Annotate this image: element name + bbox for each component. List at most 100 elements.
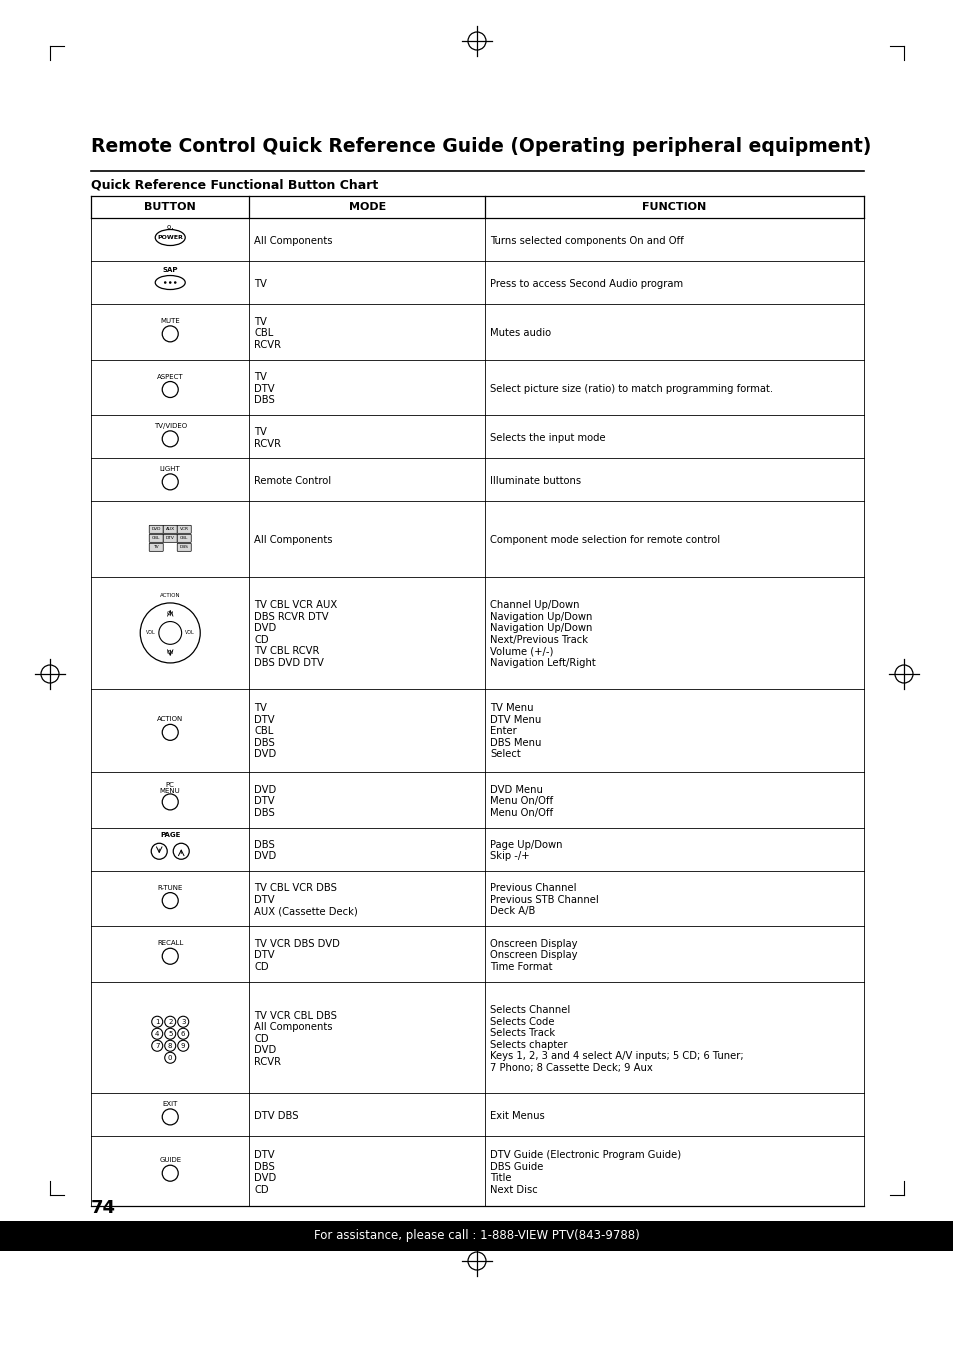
Text: CBL: CBL — [254, 328, 274, 338]
Text: POWER: POWER — [157, 235, 183, 240]
Text: Menu On/Off: Menu On/Off — [490, 796, 553, 807]
Text: 4: 4 — [155, 1031, 159, 1036]
Circle shape — [169, 281, 172, 284]
Text: RCVR: RCVR — [254, 439, 281, 449]
Text: 2: 2 — [168, 1019, 172, 1025]
Text: Select picture size (ratio) to match programming format.: Select picture size (ratio) to match pro… — [490, 384, 773, 393]
Text: DTV: DTV — [254, 1150, 274, 1161]
FancyBboxPatch shape — [177, 526, 191, 534]
Text: o: o — [167, 223, 172, 230]
Text: 8: 8 — [168, 1043, 172, 1048]
Text: GUIDE: GUIDE — [159, 1158, 181, 1163]
Text: CBL: CBL — [254, 727, 274, 736]
Circle shape — [164, 281, 167, 284]
FancyBboxPatch shape — [149, 543, 163, 551]
Text: 6: 6 — [181, 1031, 185, 1036]
Text: DBS: DBS — [254, 1162, 274, 1171]
Text: DVD: DVD — [254, 1173, 276, 1183]
Text: AUX (Cassette Deck): AUX (Cassette Deck) — [254, 907, 357, 916]
Text: All Components: All Components — [254, 235, 333, 246]
Text: TV: TV — [254, 704, 267, 713]
Text: CBL: CBL — [180, 536, 189, 540]
Text: VOL: VOL — [146, 631, 155, 635]
Text: BUTTON: BUTTON — [144, 203, 196, 212]
Bar — [0, 1221, 953, 1251]
Text: 74: 74 — [91, 1198, 116, 1217]
Text: DBS: DBS — [254, 394, 274, 405]
Text: TV: TV — [254, 372, 267, 382]
Text: DBS: DBS — [179, 546, 189, 550]
Text: CD: CD — [254, 635, 269, 644]
Text: 3: 3 — [181, 1019, 185, 1025]
Text: 9: 9 — [181, 1043, 185, 1048]
Text: RCVR: RCVR — [254, 1056, 281, 1067]
Text: Navigation Up/Down: Navigation Up/Down — [490, 612, 592, 621]
Text: For assistance, please call : 1-888-VIEW PTV(843-9788): For assistance, please call : 1-888-VIEW… — [314, 1229, 639, 1243]
Text: Press to access Second Audio program: Press to access Second Audio program — [490, 278, 682, 289]
Text: Navigation Up/Down: Navigation Up/Down — [490, 623, 592, 634]
Text: LIGHT: LIGHT — [160, 466, 180, 471]
Text: DTV: DTV — [254, 796, 274, 807]
Text: Remote Control: Remote Control — [254, 476, 332, 486]
FancyBboxPatch shape — [177, 543, 191, 551]
Text: DTV DBS: DTV DBS — [254, 1111, 298, 1121]
Text: VOL: VOL — [185, 631, 194, 635]
Text: DBS: DBS — [254, 738, 274, 748]
Text: CH: CH — [167, 611, 173, 616]
FancyBboxPatch shape — [163, 535, 177, 542]
Text: Channel Up/Down: Channel Up/Down — [490, 600, 579, 611]
Text: TV Menu: TV Menu — [490, 704, 533, 713]
Text: MENU: MENU — [160, 788, 180, 794]
Text: Exit Menus: Exit Menus — [490, 1111, 544, 1121]
Text: Illuminate buttons: Illuminate buttons — [490, 476, 580, 486]
Text: Deck A/B: Deck A/B — [490, 907, 535, 916]
Text: All Components: All Components — [254, 1023, 333, 1032]
Text: AUX: AUX — [166, 527, 174, 531]
FancyBboxPatch shape — [149, 526, 163, 534]
Text: DVD: DVD — [254, 623, 276, 634]
Text: PC: PC — [166, 782, 174, 788]
Text: 0: 0 — [168, 1055, 172, 1061]
Text: TV/VIDEO: TV/VIDEO — [153, 423, 187, 428]
Text: TV CBL RCVR: TV CBL RCVR — [254, 646, 319, 657]
Text: Skip -/+: Skip -/+ — [490, 851, 529, 861]
Text: Menu On/Off: Menu On/Off — [490, 808, 553, 817]
Text: Onscreen Display: Onscreen Display — [490, 939, 578, 948]
Text: Select: Select — [490, 750, 520, 759]
Text: .: . — [171, 220, 173, 231]
Text: 1: 1 — [154, 1019, 159, 1025]
Text: ASPECT: ASPECT — [156, 373, 183, 380]
Text: Mutes audio: Mutes audio — [490, 328, 551, 338]
Text: DBS: DBS — [254, 808, 274, 817]
Text: Title: Title — [490, 1173, 511, 1183]
FancyBboxPatch shape — [149, 535, 163, 542]
Text: DBS RCVR DTV: DBS RCVR DTV — [254, 612, 329, 621]
Text: Selects chapter: Selects chapter — [490, 1040, 567, 1050]
Text: RCVR: RCVR — [254, 339, 281, 350]
Text: TV: TV — [254, 316, 267, 327]
Text: DVD: DVD — [254, 750, 276, 759]
Text: Selects Track: Selects Track — [490, 1028, 555, 1038]
Text: VCR: VCR — [179, 527, 189, 531]
Text: SAP: SAP — [162, 266, 178, 273]
Text: Selects Code: Selects Code — [490, 1017, 554, 1027]
Text: Navigation Left/Right: Navigation Left/Right — [490, 658, 596, 667]
Text: Selects the input mode: Selects the input mode — [490, 434, 605, 443]
Text: MODE: MODE — [349, 203, 386, 212]
Text: Time Format: Time Format — [490, 962, 552, 971]
Text: 5: 5 — [168, 1031, 172, 1036]
Text: DTV: DTV — [254, 384, 274, 393]
Text: DVD: DVD — [254, 1046, 276, 1055]
Text: Turns selected components On and Off: Turns selected components On and Off — [490, 235, 683, 246]
FancyBboxPatch shape — [163, 526, 177, 534]
Text: All Components: All Components — [254, 535, 333, 546]
Text: DTV Guide (Electronic Program Guide): DTV Guide (Electronic Program Guide) — [490, 1150, 680, 1161]
Text: Onscreen Display: Onscreen Display — [490, 950, 578, 961]
Text: Previous Channel: Previous Channel — [490, 884, 577, 893]
Text: DVD: DVD — [254, 851, 276, 861]
Text: CBL: CBL — [152, 536, 160, 540]
Circle shape — [173, 281, 176, 284]
Text: TV: TV — [153, 546, 159, 550]
Text: Next Disc: Next Disc — [490, 1185, 537, 1194]
Text: EXIT: EXIT — [162, 1101, 177, 1106]
